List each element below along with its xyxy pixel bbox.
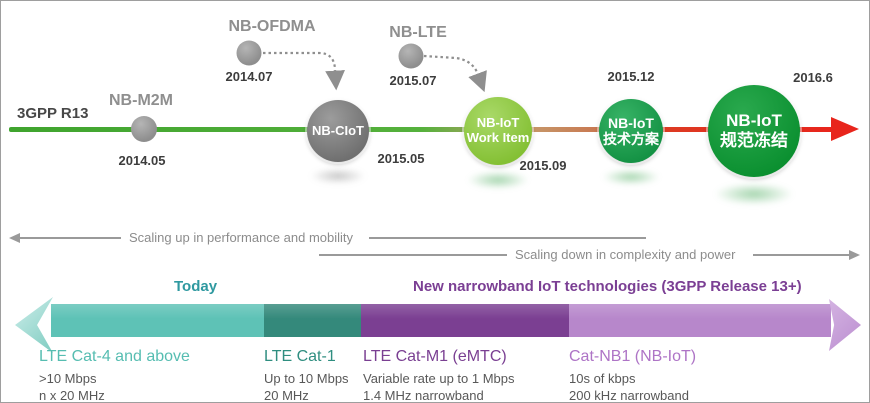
milestone-nb-ciot-label: NB-CIoT <box>312 122 364 138</box>
category-cat1-spec2: 20 MHz <box>264 388 309 403</box>
nb-m2m-date: 2014.05 <box>118 153 166 168</box>
category-catm1-spec1: Variable rate up to 1 Mbps <box>363 371 515 386</box>
scale-up-label: Scaling up in performance and mobility <box>129 230 354 245</box>
spec-freeze-date: 2016.6 <box>793 70 833 85</box>
scale-down-line-left <box>319 254 507 256</box>
milestone-work-item: NB-IoT Work Item <box>464 97 532 165</box>
scale-up-arrow-icon <box>9 233 20 243</box>
tech-plan-date: 2015.12 <box>607 69 655 84</box>
milestone-tech-plan-line2: 技术方案 <box>603 131 659 147</box>
scale-up-line-left <box>19 237 121 239</box>
milestone-spec-freeze-line1: NB-IoT <box>726 111 782 131</box>
nb-ofdma-node <box>236 40 262 66</box>
nb-lte-label: NB-LTE <box>389 24 447 41</box>
nb-ofdma-date: 2014.07 <box>225 69 273 84</box>
milestone-tech-plan-line1: NB-IoT <box>608 114 654 131</box>
work-item-date: 2015.09 <box>519 158 567 173</box>
nb-m2m-node <box>131 116 157 142</box>
category-catm1-title: LTE Cat-M1 (eMTC) <box>363 348 507 365</box>
category-cat4-spec2: n x 20 MHz <box>39 388 105 403</box>
category-cat1: LTE Cat-1 Up to 10 Mbps 20 MHz <box>264 348 349 403</box>
band-segment-catm1 <box>361 304 569 337</box>
nb-lte-node <box>398 43 424 69</box>
band-segment-nb1 <box>569 304 831 337</box>
milestone-spec-freeze: NB-IoT 规范冻结 <box>708 85 800 177</box>
new-narrowband-heading: New narrowband IoT technologies (3GPP Re… <box>413 278 802 295</box>
category-cat4: LTE Cat-4 and above >10 Mbps n x 20 MHz <box>39 348 190 403</box>
category-catm1: LTE Cat-M1 (eMTC) Variable rate up to 1 … <box>363 348 515 403</box>
era-label: 3GPP R13 <box>17 105 89 122</box>
spec-freeze-reflection <box>714 183 794 205</box>
category-cat1-title: LTE Cat-1 <box>264 348 336 365</box>
category-nb1-spec1: 10s of kbps <box>569 371 636 386</box>
timeline-line <box>9 127 833 132</box>
category-nb1: Cat-NB1 (NB-IoT) 10s of kbps 200 kHz nar… <box>569 348 697 403</box>
band-segment-cat4 <box>51 304 264 337</box>
nb-ofdma-arrow <box>263 51 345 91</box>
scale-down-line-right <box>753 254 849 256</box>
milestone-spec-freeze-line2: 规范冻结 <box>720 131 788 150</box>
category-catm1-spec2: 1.4 MHz narrowband <box>363 388 484 403</box>
work-item-reflection <box>467 171 529 189</box>
timeline-arrowhead-icon <box>831 117 859 141</box>
scale-down-label: Scaling down in complexity and power <box>515 247 736 262</box>
nb-m2m-label: NB-M2M <box>109 92 173 109</box>
band-left-arrow-icon <box>15 297 53 353</box>
nb-lte-date: 2015.07 <box>389 73 437 88</box>
today-heading: Today <box>174 278 218 295</box>
milestone-work-item-line2: Work Item <box>466 130 530 145</box>
nb-ciot-date: 2015.05 <box>377 151 425 166</box>
band-segment-cat1 <box>264 304 361 337</box>
category-nb1-spec2: 200 kHz narrowband <box>569 388 689 403</box>
milestone-nb-ciot: NB-CIoT <box>307 100 369 162</box>
scale-down-arrow-icon <box>849 250 860 260</box>
nb-ofdma-label: NB-OFDMA <box>228 18 316 35</box>
category-cat4-spec1: >10 Mbps <box>39 371 97 386</box>
scale-up-line-right <box>369 237 646 239</box>
tech-plan-reflection <box>602 169 660 185</box>
band-right-arrow-icon <box>829 299 861 351</box>
milestone-work-item-line1: NB-IoT <box>476 115 520 131</box>
category-cat1-spec1: Up to 10 Mbps <box>264 371 349 386</box>
milestone-tech-plan: NB-IoT 技术方案 <box>599 99 663 163</box>
category-nb1-title: Cat-NB1 (NB-IoT) <box>569 348 697 365</box>
category-cat4-title: LTE Cat-4 and above <box>39 348 190 365</box>
nb-ciot-reflection <box>310 168 366 184</box>
